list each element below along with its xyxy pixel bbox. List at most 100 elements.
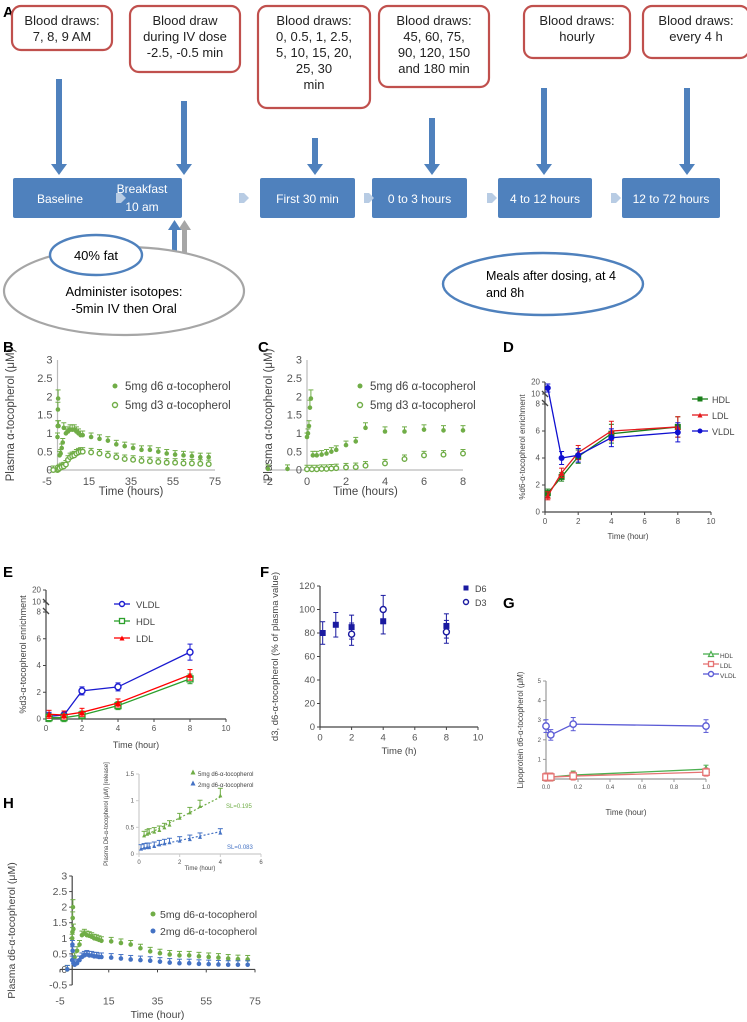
data-point <box>697 396 703 402</box>
data-point <box>304 466 311 473</box>
phase-label: 0 to 3 hours <box>388 192 451 206</box>
data-point <box>114 683 122 691</box>
legend-item: VLDL <box>114 600 160 611</box>
legend-label: HDL <box>712 395 730 405</box>
data-point <box>142 833 147 838</box>
phase-box: 0 to 3 hours <box>372 178 467 218</box>
x-axis-title: Time (h) <box>381 746 416 757</box>
data-point <box>79 448 86 455</box>
x-tick-label: 6 <box>259 860 263 866</box>
data-point <box>80 432 85 438</box>
phase-box: First 30 min <box>260 178 355 218</box>
legend-label: VLDL <box>720 673 737 680</box>
legend-item: HDL <box>692 395 730 405</box>
data-point <box>88 449 95 456</box>
x-tick-label: 35 <box>152 996 164 1008</box>
data-point <box>440 451 447 458</box>
panel-label-g: G <box>503 595 515 612</box>
y-tick-label: 1.5 <box>37 410 52 422</box>
down-arrow-icon <box>424 164 440 175</box>
y-tick-label: 1 <box>538 757 542 763</box>
data-point <box>198 834 202 839</box>
x-axis-title: Time (hour) <box>131 1009 185 1021</box>
down-arrow-icon <box>307 164 323 175</box>
y-tick-label: 4 <box>37 661 42 670</box>
series-5mg-d6-tocopherol <box>265 389 466 472</box>
data-point <box>157 842 162 847</box>
trend-line <box>140 831 221 850</box>
phase-box-fill <box>260 178 355 218</box>
data-point <box>147 949 153 954</box>
legend-label: 5mg d6 α-tocopherol <box>370 381 476 393</box>
data-point <box>382 460 389 467</box>
blood-draw-box-border <box>377 4 491 89</box>
y-tick-label: -0.5 <box>49 980 67 992</box>
legend-item: VLDL <box>703 670 737 680</box>
y-tick-label: 40 <box>304 675 315 686</box>
data-point <box>546 731 555 739</box>
data-point <box>225 956 231 961</box>
phase-label: 10 am <box>125 200 158 214</box>
legend-item: 5mg d3 α-tocopherol <box>356 400 476 412</box>
data-point <box>70 915 75 921</box>
y-tick-label: 0 <box>46 465 52 477</box>
y-tick-label: 1.5 <box>287 410 302 422</box>
legend-label: LDL <box>720 663 732 670</box>
y-tick-label: 3 <box>46 355 52 367</box>
x-tick-label: 10 <box>473 733 484 744</box>
legend-item: 2mg d6-α-tocopherol <box>150 926 257 938</box>
data-point <box>122 443 127 449</box>
data-point <box>707 670 715 678</box>
data-point <box>310 453 316 458</box>
y-tick-label: 2 <box>61 902 67 914</box>
axis-break-icon <box>541 390 549 398</box>
data-point <box>442 628 451 636</box>
legend-item: 5mg d6 α-tocopherol <box>357 381 476 393</box>
phase-box: 4 to 12 hours <box>498 178 592 218</box>
y-tick-label: 2.5 <box>37 373 52 385</box>
y-tick-label: 20 <box>531 378 540 387</box>
legend-label: 2mg d6-α-tocopherol <box>160 926 257 938</box>
x-tick-label: 4 <box>382 476 388 488</box>
blood-draw-box: Blood draws:hourly <box>522 4 632 60</box>
data-point <box>114 442 119 447</box>
data-point <box>707 660 715 668</box>
data-point <box>189 453 195 459</box>
phase-label: Baseline <box>37 192 83 206</box>
data-point <box>187 810 192 815</box>
y-axis-title: Lipoprotein d6-α-tocopherol (μM) <box>516 671 525 788</box>
blood-draw-box: Blood draws:0, 0.5, 1, 2.5,5, 10, 15, 20… <box>256 4 372 110</box>
legend-label: LDL <box>712 411 729 421</box>
y-tick-label: 20 <box>32 586 41 595</box>
x-tick-label: 0 <box>317 733 322 744</box>
data-point <box>147 958 153 964</box>
legend-label: 5mg d6 α-tocopherol <box>125 381 231 393</box>
x-tick-label: 0.2 <box>574 785 583 791</box>
data-point <box>186 648 194 656</box>
data-point <box>70 948 75 954</box>
down-arrow-icon <box>176 164 192 175</box>
x-tick-label: 8 <box>460 476 466 488</box>
data-point <box>62 461 69 468</box>
data-point <box>544 385 551 391</box>
blood-draw-text: -2.5, -0.5 min <box>147 45 224 60</box>
data-point <box>167 822 172 827</box>
legend-label: D6 <box>475 584 487 594</box>
phase-box: 12 to 72 hours <box>622 178 720 218</box>
data-point <box>55 396 61 401</box>
meals-text: and 8h <box>486 286 524 300</box>
trend-line <box>143 796 221 837</box>
data-point <box>138 945 143 951</box>
data-point <box>307 405 313 410</box>
data-point <box>319 630 326 636</box>
x-tick-label: 55 <box>167 476 179 488</box>
data-point <box>167 840 172 845</box>
phase-label: 12 to 72 hours <box>633 192 710 206</box>
data-point <box>46 711 53 718</box>
x-tick-label: 8 <box>444 733 449 744</box>
data-point <box>180 460 187 467</box>
y-tick-label: 0 <box>310 722 315 733</box>
blood-draw-box-border <box>10 4 114 52</box>
